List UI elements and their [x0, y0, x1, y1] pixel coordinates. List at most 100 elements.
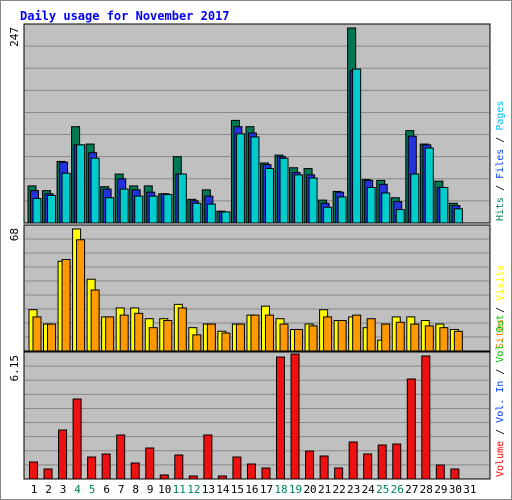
x-tick-label-day-18: 18: [274, 483, 287, 496]
legend-item-pages: Pages: [495, 101, 506, 131]
bar-volume-day-7: [116, 434, 126, 480]
bar-pages-day-27: [410, 173, 420, 224]
x-tick-label-day-24: 24: [362, 483, 376, 496]
bar-sites-day-19: [294, 328, 304, 352]
bar-volume-day-23: [348, 441, 358, 480]
legend-item-visits: Visits: [495, 265, 506, 301]
x-tick-label-day-15: 15: [231, 483, 244, 496]
bar-pages-day-28: [424, 147, 434, 224]
bar-sites-day-2: [47, 323, 57, 352]
legend-separator: /: [495, 131, 506, 149]
bar-sites-day-26: [395, 321, 405, 352]
bar-sites-day-6: [105, 316, 115, 352]
bar-pages-day-15: [235, 133, 245, 224]
legend-item-files: Files: [495, 149, 506, 179]
bar-pages-day-24: [366, 186, 376, 224]
x-tick-label-day-20: 20: [303, 483, 316, 496]
bar-volume-day-2: [43, 468, 53, 480]
bar-pages-day-22: [337, 196, 347, 224]
bar-volume-day-30: [450, 468, 460, 480]
x-tick-label-day-11: 11: [173, 483, 186, 496]
bar-pages-day-7: [119, 188, 129, 224]
legend-volume: Volume / Vol. In / Vol. Out: [495, 314, 506, 477]
bar-pages-day-2: [47, 194, 57, 224]
bar-volume-day-16: [246, 463, 256, 480]
x-tick-label-day-12: 12: [187, 483, 200, 496]
bar-volume-day-1: [29, 461, 38, 480]
bar-volume-day-17: [261, 467, 271, 480]
chart-title: Daily usage for November 2017: [20, 9, 230, 23]
x-tick-label-day-4: 4: [74, 483, 81, 496]
bar-volume-day-27: [406, 378, 416, 480]
bar-sites-day-24: [366, 318, 376, 352]
bar-sites-day-11: [177, 307, 187, 352]
x-tick-label-day-6: 6: [103, 483, 110, 496]
legend-separator: /: [495, 179, 506, 197]
bar-sites-day-13: [206, 323, 216, 352]
bar-sites-day-8: [134, 312, 144, 352]
x-tick-label-day-25: 25: [376, 483, 389, 496]
legend-item-vol-out: Vol. Out: [495, 314, 506, 362]
x-tick-label-day-7: 7: [118, 483, 125, 496]
x-tick-label-day-22: 22: [333, 483, 346, 496]
x-tick-label-day-30: 30: [449, 483, 462, 496]
bar-sites-day-3: [61, 259, 71, 352]
bar-sites-day-27: [410, 323, 420, 352]
bar-volume-day-5: [87, 456, 97, 480]
bar-sites-day-29: [439, 327, 449, 352]
bar-pages-day-12: [192, 202, 202, 224]
bar-pages-day-6: [105, 197, 115, 224]
bar-volume-day-9: [145, 447, 155, 480]
x-tick-label-day-27: 27: [405, 483, 418, 496]
bar-volume-day-14: [217, 475, 227, 480]
bar-volume-day-11: [174, 454, 184, 480]
legend-item-hits: Hits: [495, 197, 506, 221]
x-tick-label-day-28: 28: [420, 483, 433, 496]
bar-pages-day-3: [61, 172, 71, 224]
bar-volume-day-4: [72, 398, 82, 480]
x-tick-label-day-23: 23: [347, 483, 360, 496]
bar-volume-day-22: [334, 467, 344, 480]
bar-sites-day-5: [90, 289, 100, 352]
bar-sites-day-4: [76, 239, 86, 352]
y-max-label-visits-sites: 68: [8, 228, 21, 241]
bar-volume-day-28: [421, 355, 431, 480]
y-max-label-hits-pages-files: 247: [8, 27, 21, 47]
x-tick-label-day-9: 9: [147, 483, 154, 496]
bar-pages-day-5: [90, 157, 100, 224]
x-tick-label-day-2: 2: [45, 483, 52, 496]
legend-hits-pages-files: Hits / Files / Pages: [495, 101, 506, 221]
bar-volume-day-25: [377, 444, 387, 480]
bar-pages-day-1: [32, 198, 42, 224]
bar-sites-day-17: [264, 314, 274, 352]
bar-pages-day-11: [177, 173, 187, 224]
bar-volume-day-26: [392, 443, 402, 480]
bar-volume-day-10: [159, 474, 169, 480]
x-tick-label-day-1: 1: [31, 483, 38, 496]
bar-sites-day-25: [381, 323, 391, 352]
x-tick-label-day-17: 17: [260, 483, 273, 496]
legend-item-sites: Sites: [495, 319, 506, 349]
bar-sites-day-23: [352, 314, 362, 352]
bar-pages-day-18: [279, 157, 289, 224]
bar-volume-day-6: [101, 453, 111, 480]
bar-sites-day-28: [424, 325, 434, 352]
x-tick-label-day-3: 3: [60, 483, 67, 496]
legend-separator: /: [495, 301, 506, 319]
y-max-label-volume: 6.15: [8, 355, 21, 382]
bar-pages-day-16: [250, 136, 260, 224]
x-tick-label-day-8: 8: [132, 483, 139, 496]
bar-sites-day-22: [337, 320, 347, 352]
bar-volume-day-15: [232, 456, 242, 480]
bar-pages-day-8: [134, 195, 144, 224]
bar-volume-day-24: [363, 453, 373, 480]
bar-volume-day-8: [130, 462, 140, 480]
x-tick-label-day-14: 14: [216, 483, 230, 496]
bar-sites-day-9: [148, 327, 158, 352]
bar-sites-day-15: [235, 323, 245, 352]
x-tick-label-day-29: 29: [434, 483, 447, 496]
bar-sites-day-1: [32, 316, 42, 352]
bar-volume-day-19: [290, 353, 300, 480]
bar-sites-day-21: [323, 316, 333, 352]
